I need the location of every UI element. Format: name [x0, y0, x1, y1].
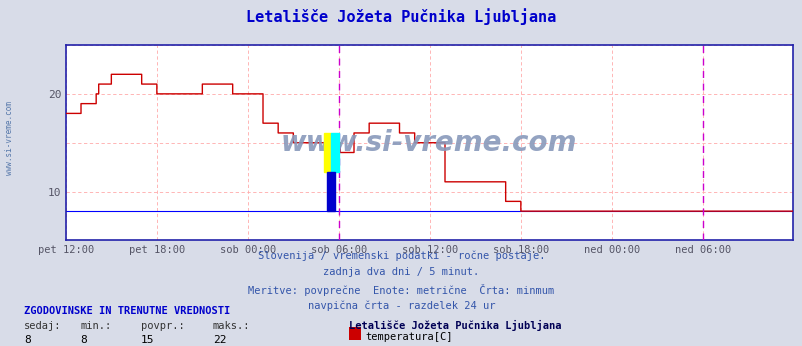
Text: Letališče Jožeta Pučnika Ljubljana: Letališče Jožeta Pučnika Ljubljana	[246, 9, 556, 26]
Text: 8: 8	[24, 335, 30, 345]
Text: Meritve: povprečne  Enote: metrične  Črta: minmum: Meritve: povprečne Enote: metrične Črta:…	[248, 284, 554, 296]
Text: zadnja dva dni / 5 minut.: zadnja dva dni / 5 minut.	[323, 267, 479, 277]
Text: sedaj:: sedaj:	[24, 321, 62, 331]
Text: ZGODOVINSKE IN TRENUTNE VREDNOSTI: ZGODOVINSKE IN TRENUTNE VREDNOSTI	[24, 306, 230, 316]
Text: 8: 8	[80, 335, 87, 345]
Bar	[323, 133, 331, 172]
Text: maks.:: maks.:	[213, 321, 250, 331]
Text: www.si-vreme.com: www.si-vreme.com	[281, 129, 577, 157]
Text: 15: 15	[140, 335, 154, 345]
Text: temperatura[C]: temperatura[C]	[365, 332, 452, 342]
Text: povpr.:: povpr.:	[140, 321, 184, 331]
Text: Letališče Jožeta Pučnika Ljubljana: Letališče Jožeta Pučnika Ljubljana	[349, 320, 561, 331]
Text: min.:: min.:	[80, 321, 111, 331]
Bar	[327, 172, 334, 211]
Bar	[331, 133, 338, 172]
Text: 22: 22	[213, 335, 226, 345]
Text: Slovenija / vremenski podatki - ročne postaje.: Slovenija / vremenski podatki - ročne po…	[257, 251, 545, 261]
Text: www.si-vreme.com: www.si-vreme.com	[5, 101, 14, 175]
Text: navpična črta - razdelek 24 ur: navpična črta - razdelek 24 ur	[307, 301, 495, 311]
